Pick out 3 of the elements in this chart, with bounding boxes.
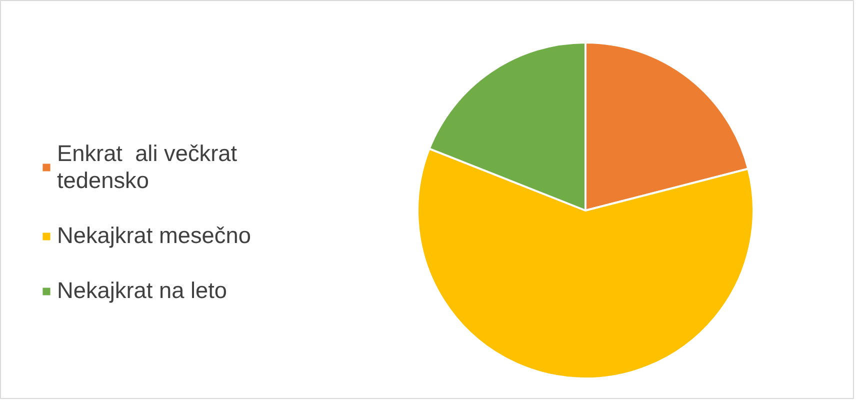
- legend-label: Nekajkrat na leto: [57, 277, 228, 304]
- legend-label: Enkrat ali večkrat tedensko: [57, 140, 238, 194]
- legend-label: Nekajkrat mesečno: [57, 222, 251, 249]
